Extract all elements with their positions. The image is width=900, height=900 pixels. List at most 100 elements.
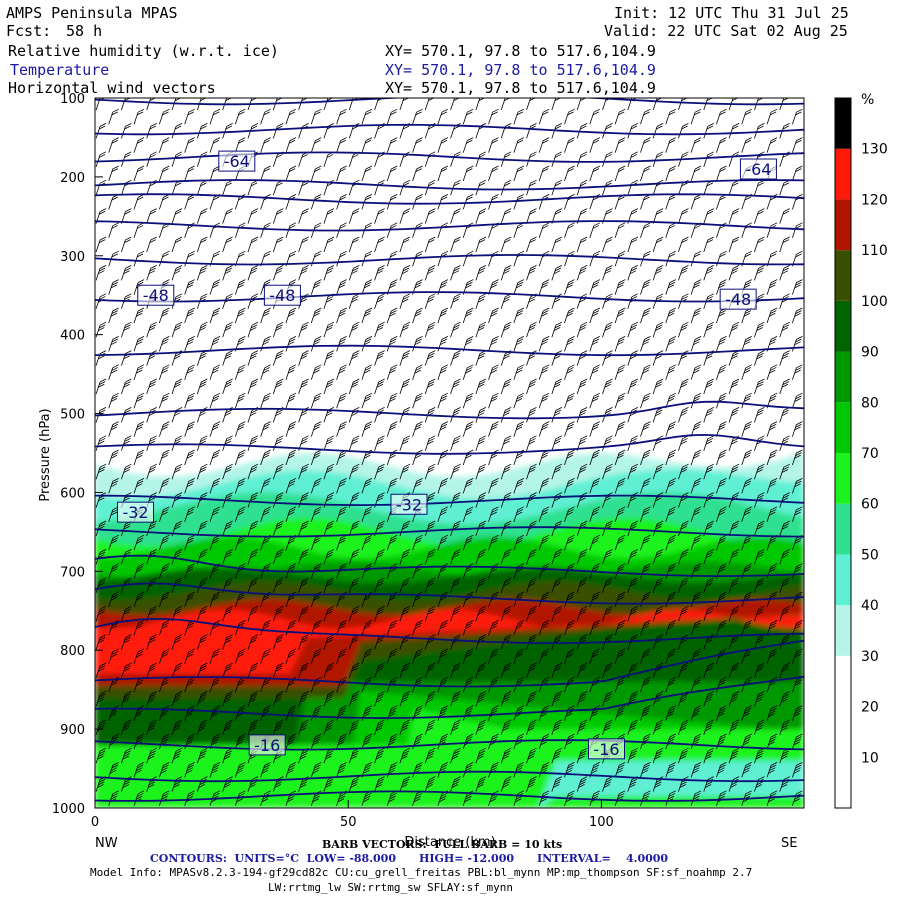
wind-barb [285, 108, 297, 125]
colorbar-label: 100 [861, 294, 888, 310]
wind-barb [640, 733, 651, 750]
contour-label: -32 [390, 493, 428, 515]
wind-barb [158, 449, 170, 466]
wind-barb [665, 449, 676, 466]
wind-barb [665, 591, 676, 608]
wind-barb [184, 364, 195, 380]
wind-barb [146, 662, 157, 679]
wind-barb [146, 378, 157, 395]
y-tick-label: 300 [60, 250, 85, 265]
wind-barb [678, 520, 689, 537]
wind-barb [766, 307, 778, 324]
x-end-label-nw: NW [95, 836, 118, 851]
wind-barb [564, 591, 575, 608]
wind-barb [348, 208, 360, 224]
wind-barb [399, 293, 411, 309]
wind-barb [576, 463, 588, 480]
wind-barb [526, 208, 537, 224]
wind-barb [260, 421, 271, 437]
wind-barb [488, 194, 499, 210]
wind-barb [475, 265, 487, 281]
wind-barb [285, 165, 297, 182]
wind-barb [272, 378, 284, 395]
wind-barb [184, 336, 195, 352]
wind-barb [754, 265, 765, 281]
wind-barb [285, 307, 297, 324]
wind-barb [754, 719, 765, 735]
wind-barb [424, 407, 436, 423]
wind-barb [462, 506, 474, 522]
wind-barb [640, 676, 651, 693]
wind-barb [310, 250, 322, 267]
wind-barb [500, 123, 512, 139]
wind-barb [158, 307, 170, 324]
wind-barb [652, 719, 664, 735]
wind-barb [614, 392, 626, 409]
wind-barb [462, 421, 474, 437]
wind-barb [108, 762, 119, 778]
wind-barb [614, 705, 626, 721]
wind-barb [551, 691, 563, 707]
wind-barb [196, 123, 208, 139]
wind-barb [614, 676, 626, 693]
wind-barb [424, 98, 435, 111]
wind-barb [551, 321, 563, 338]
wind-barb [475, 577, 487, 593]
wind-barb [576, 520, 588, 537]
contour-label: -64 [739, 158, 777, 180]
wind-barb [298, 463, 309, 480]
wind-barb [348, 577, 360, 593]
wind-barb [576, 151, 588, 167]
wind-barb [196, 265, 208, 281]
wind-barb [564, 620, 575, 636]
wind-barb [614, 279, 626, 295]
wind-barb [728, 378, 740, 395]
wind-barb [741, 620, 752, 636]
wind-barb [475, 407, 487, 423]
wind-barb [576, 747, 588, 764]
wind-barb [374, 265, 385, 281]
wind-barb [234, 307, 246, 324]
wind-barb [500, 435, 512, 451]
wind-barb [766, 421, 778, 437]
wind-barb [386, 336, 398, 352]
wind-barb [158, 137, 170, 153]
wind-barb [323, 463, 335, 480]
wind-barb [437, 648, 449, 664]
wind-barb [741, 790, 752, 806]
wind-barb [678, 321, 689, 338]
wind-barb [386, 165, 398, 182]
wind-barb [108, 648, 119, 664]
y-tick-label: 100 [60, 92, 85, 107]
wind-barb [754, 208, 765, 224]
wind-barb [690, 222, 702, 238]
wind-barb [589, 108, 601, 125]
wind-barb [627, 293, 638, 309]
wind-barb [133, 108, 145, 125]
wind-barb [399, 463, 411, 480]
wind-barb [209, 222, 221, 238]
temperature-contour [95, 433, 804, 455]
wind-barb [399, 549, 411, 565]
wind-barb [779, 208, 790, 224]
wind-barb [437, 108, 449, 125]
wind-barb [374, 321, 385, 338]
wind-barb [488, 336, 499, 352]
wind-barb [336, 648, 347, 664]
colorbar-swatch [835, 605, 851, 656]
wind-barb [551, 378, 563, 395]
wind-barb [399, 265, 411, 281]
wind-barb [298, 520, 309, 537]
wind-barb [500, 719, 512, 735]
wind-barb [171, 179, 183, 196]
wind-barb [121, 435, 132, 451]
wind-barb [209, 449, 221, 466]
wind-barb [260, 137, 271, 153]
wind-barb [399, 605, 411, 622]
wind-barb [488, 364, 499, 380]
wind-barb [462, 307, 474, 324]
wind-barb [576, 407, 588, 423]
wind-barb [95, 407, 107, 423]
wind-barb [766, 478, 778, 494]
wind-barb [272, 236, 284, 253]
